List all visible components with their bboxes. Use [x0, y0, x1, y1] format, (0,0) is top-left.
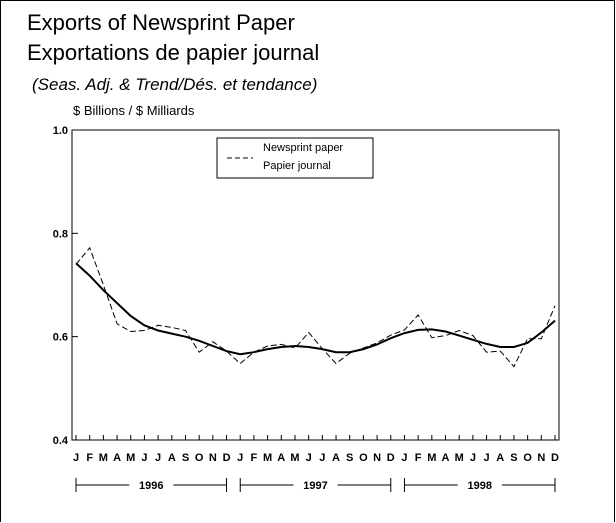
- x-tick-label: M: [126, 452, 135, 464]
- x-tick-label: A: [113, 452, 121, 464]
- x-tick-label: O: [523, 452, 532, 464]
- year-label: 1998: [467, 480, 491, 492]
- x-tick-label: O: [195, 452, 204, 464]
- x-tick-label: M: [290, 452, 299, 464]
- x-tick-label: J: [237, 452, 243, 464]
- year-label: 1996: [139, 480, 163, 492]
- x-tick-label: J: [401, 452, 407, 464]
- x-tick-label: S: [346, 452, 353, 464]
- x-tick-label: A: [332, 452, 340, 464]
- year-label: 1997: [303, 480, 327, 492]
- legend-label: Papier journal: [263, 160, 331, 172]
- y-tick-label: 0.4: [53, 435, 69, 447]
- x-tick-label: S: [510, 452, 517, 464]
- x-tick-label: A: [168, 452, 176, 464]
- x-tick-label: O: [359, 452, 368, 464]
- x-tick-label: N: [209, 452, 217, 464]
- x-tick-label: F: [251, 452, 258, 464]
- x-tick-label: M: [99, 452, 108, 464]
- x-tick-label: J: [155, 452, 161, 464]
- x-tick-label: S: [182, 452, 189, 464]
- x-tick-label: J: [319, 452, 325, 464]
- series-line-newsprint: [75, 246, 556, 368]
- x-tick-label: J: [470, 452, 476, 464]
- x-tick-label: J: [484, 452, 490, 464]
- x-tick-label: N: [537, 452, 545, 464]
- y-tick-label: 0.6: [53, 332, 68, 344]
- y-tick-label: 0.8: [53, 228, 68, 240]
- x-tick-label: J: [141, 452, 147, 464]
- x-tick-label: M: [427, 452, 436, 464]
- x-tick-label: J: [306, 452, 312, 464]
- series-line-trend: [75, 262, 556, 356]
- legend-label: Newsprint paper: [263, 142, 343, 154]
- x-tick-label: F: [415, 452, 422, 464]
- chart-subtitle: Exportations de papier journal: [27, 40, 320, 65]
- x-tick-label: A: [277, 452, 285, 464]
- x-tick-label: A: [442, 452, 450, 464]
- x-tick-label: D: [223, 452, 231, 464]
- x-tick-label: D: [387, 452, 395, 464]
- x-tick-label: D: [551, 452, 559, 464]
- y-axis-label: $ Billions / $ Milliards: [73, 103, 195, 118]
- x-tick-label: M: [263, 452, 272, 464]
- x-tick-label: A: [496, 452, 504, 464]
- x-tick-label: N: [373, 452, 381, 464]
- x-tick-label: M: [455, 452, 464, 464]
- x-tick-label: F: [86, 452, 93, 464]
- plot-border: [71, 129, 560, 441]
- chart-title: Exports of Newsprint Paper: [27, 10, 295, 35]
- x-tick-label: J: [73, 452, 79, 464]
- chart-note: (Seas. Adj. & Trend/Dés. et tendance): [32, 75, 318, 94]
- y-tick-label: 1.0: [53, 125, 68, 137]
